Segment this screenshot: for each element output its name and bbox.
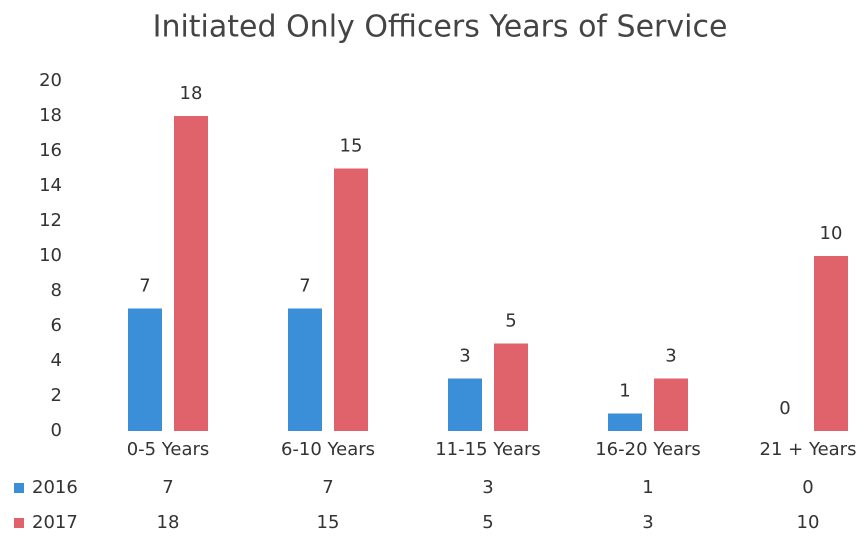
y-tick-label: 16 — [39, 140, 62, 161]
x-tick-label: 21 + Years — [760, 439, 857, 460]
bar — [128, 308, 162, 431]
bar — [448, 378, 482, 431]
table-cell: 15 — [317, 512, 340, 533]
y-tick-label: 10 — [39, 245, 62, 266]
data-label: 5 — [505, 311, 516, 332]
table-cell: 3 — [482, 477, 493, 498]
data-label: 0 — [779, 398, 790, 419]
y-tick-label: 12 — [39, 210, 62, 231]
y-tick-label: 8 — [51, 280, 62, 301]
y-tick-label: 2 — [51, 385, 62, 406]
y-tick-label: 0 — [51, 420, 62, 441]
x-tick-label: 11-15 Years — [435, 439, 541, 460]
legend-label: 2016 — [32, 477, 78, 498]
data-label: 10 — [820, 223, 843, 244]
x-tick-label: 6-10 Years — [281, 439, 375, 460]
table-cell: 18 — [157, 512, 180, 533]
table-cell: 0 — [802, 477, 813, 498]
data-label: 1 — [619, 381, 630, 402]
bar — [814, 256, 848, 431]
data-label: 3 — [665, 346, 676, 367]
x-tick-label: 0-5 Years — [127, 439, 210, 460]
bar — [608, 413, 642, 431]
x-tick-label: 16-20 Years — [595, 439, 701, 460]
y-tick-label: 14 — [39, 175, 62, 196]
data-label: 3 — [459, 346, 470, 367]
data-label: 7 — [139, 276, 150, 297]
table-cell: 7 — [162, 477, 173, 498]
y-tick-label: 20 — [39, 70, 62, 91]
bar — [288, 308, 322, 431]
legend-swatch — [14, 483, 24, 493]
y-tick-label: 4 — [51, 350, 62, 371]
data-label: 15 — [340, 136, 363, 157]
table-cell: 10 — [797, 512, 820, 533]
data-label: 18 — [180, 83, 203, 104]
table-cell: 7 — [322, 477, 333, 498]
y-tick-label: 6 — [51, 315, 62, 336]
bar — [494, 343, 528, 431]
table-cell: 5 — [482, 512, 493, 533]
data-label: 7 — [299, 276, 310, 297]
table-cell: 1 — [642, 477, 653, 498]
chart-title: Initiated Only Officers Years of Service — [153, 10, 728, 45]
table-cell: 3 — [642, 512, 653, 533]
y-tick-label: 18 — [39, 105, 62, 126]
legend-swatch — [14, 518, 24, 528]
bar — [334, 168, 368, 431]
legend-label: 2017 — [32, 512, 78, 533]
bar — [654, 378, 688, 431]
bar — [174, 116, 208, 431]
